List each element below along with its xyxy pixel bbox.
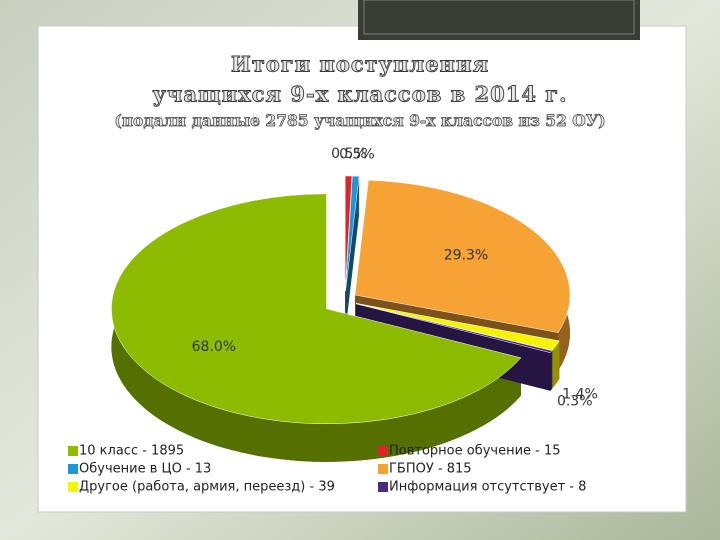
data-label: 1.4%: [562, 387, 598, 403]
legend: 10 класс - 1895 Повторное обучение - 15 Об…: [68, 444, 586, 495]
legend-swatch: [68, 464, 78, 474]
legend-swatch: [378, 464, 388, 474]
slice: [345, 175, 360, 292]
chart-title: Итоги поступления: [231, 52, 489, 77]
slice: [354, 179, 571, 333]
legend-label: Другое (работа, армия, переезд) - 39: [79, 480, 335, 495]
data-label: 29.3%: [444, 247, 488, 263]
decor-frame: [363, 0, 635, 35]
slice-wall: [345, 176, 360, 330]
chart-subtitle: (подали данные 2785 учащихся 9-х классов…: [114, 111, 605, 130]
legend-swatch: [378, 482, 388, 492]
slice: [344, 175, 353, 292]
legend-label: ГБПОУ - 815: [389, 462, 472, 477]
chart-title: учащихся 9-х классов в 2014 г.: [153, 82, 568, 107]
slice: [111, 193, 522, 425]
slice-side: [550, 350, 553, 391]
pie: 68.0% 0.5%0.5% 29.3% 1.4%0.3%: [111, 146, 598, 462]
slice: [355, 303, 553, 353]
legend-swatch: [68, 482, 78, 492]
data-label: 68.0%: [192, 339, 236, 355]
legend-label: Обучение в ЦО - 13: [79, 462, 211, 477]
slice-side: [552, 340, 560, 389]
data-label: 0.5%: [339, 146, 375, 162]
data-label: 0.5%: [331, 146, 367, 162]
legend-swatch: [68, 446, 78, 456]
legend-swatch: [378, 446, 388, 456]
legend-label: Информация отсутствует - 8: [389, 480, 586, 495]
legend-label: Повторное обучение - 15: [389, 444, 561, 459]
legend-label: 10 класс - 1895: [79, 444, 184, 459]
slice: [356, 303, 560, 351]
data-label: 0.3%: [557, 393, 593, 409]
decor-bar: [358, 0, 640, 40]
